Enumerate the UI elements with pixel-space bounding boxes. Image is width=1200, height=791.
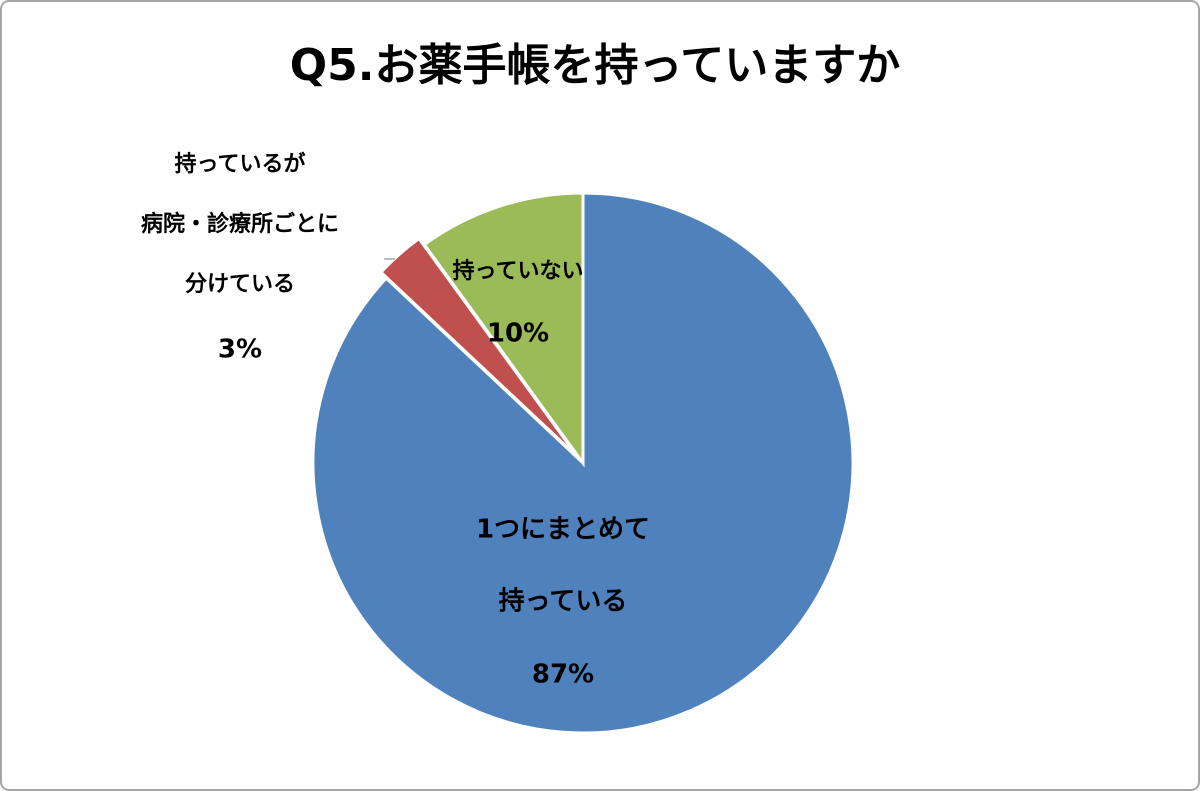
slice-label: 持っていない: [453, 259, 584, 284]
slice-label: 病院・診療所ごとに: [141, 211, 339, 237]
slice-label: 持っているが: [175, 151, 306, 177]
value-label: 3%: [218, 335, 262, 365]
pie-slice: [378, 236, 579, 459]
slice-label: 分けている: [185, 272, 295, 297]
value-label: 10%: [487, 319, 549, 349]
slice-label: 持っている: [499, 587, 628, 617]
slice-label: 1つにまとめて: [476, 515, 650, 545]
chart-title: Q5.お薬手帳を持っていますか: [290, 40, 901, 91]
value-label: 87%: [532, 660, 594, 690]
pie-slice: [422, 191, 585, 468]
